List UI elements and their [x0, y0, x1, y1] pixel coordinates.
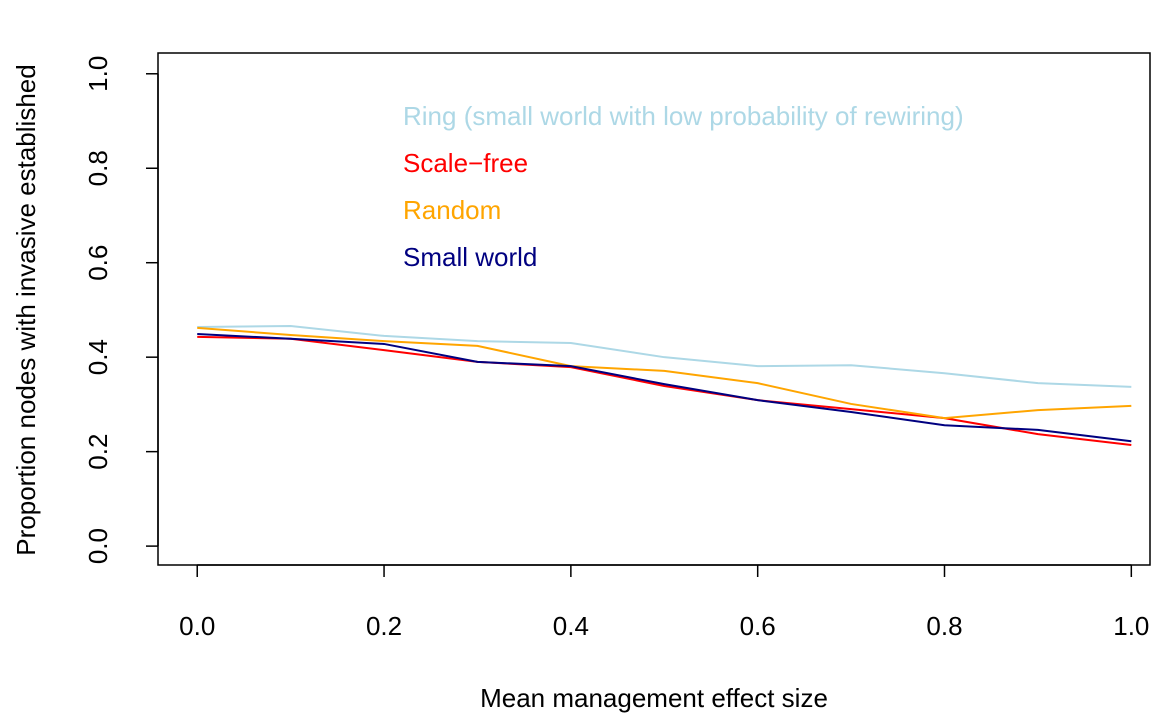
- y-tick-label: 0.2: [83, 434, 113, 470]
- series-line: [197, 333, 1132, 443]
- x-axis-title: Mean management effect size: [480, 683, 828, 713]
- legend-entry: Scale−free: [403, 148, 528, 178]
- series-line: [197, 335, 1132, 447]
- x-tick-label: 0.6: [740, 611, 776, 641]
- y-tick-label: 0.8: [83, 150, 113, 186]
- series-line: [197, 325, 1132, 388]
- x-tick-label: 0.4: [553, 611, 589, 641]
- x-tick-label: 1.0: [1113, 611, 1149, 641]
- y-tick-label: 0.0: [83, 528, 113, 564]
- x-tick-label: 0.0: [179, 611, 215, 641]
- y-tick-label: 0.4: [83, 339, 113, 375]
- y-tick-label: 1.0: [83, 56, 113, 92]
- x-tick-label: 0.8: [926, 611, 962, 641]
- y-axis-title: Proportion nodes with invasive establish…: [11, 64, 41, 555]
- x-tick-label: 0.2: [366, 611, 402, 641]
- y-tick-label: 0.6: [83, 245, 113, 281]
- legend-entry: Random: [403, 195, 501, 225]
- legend-entry: Small world: [403, 242, 537, 272]
- legend-entry: Ring (small world with low probability o…: [403, 101, 964, 131]
- series-line: [197, 326, 1132, 420]
